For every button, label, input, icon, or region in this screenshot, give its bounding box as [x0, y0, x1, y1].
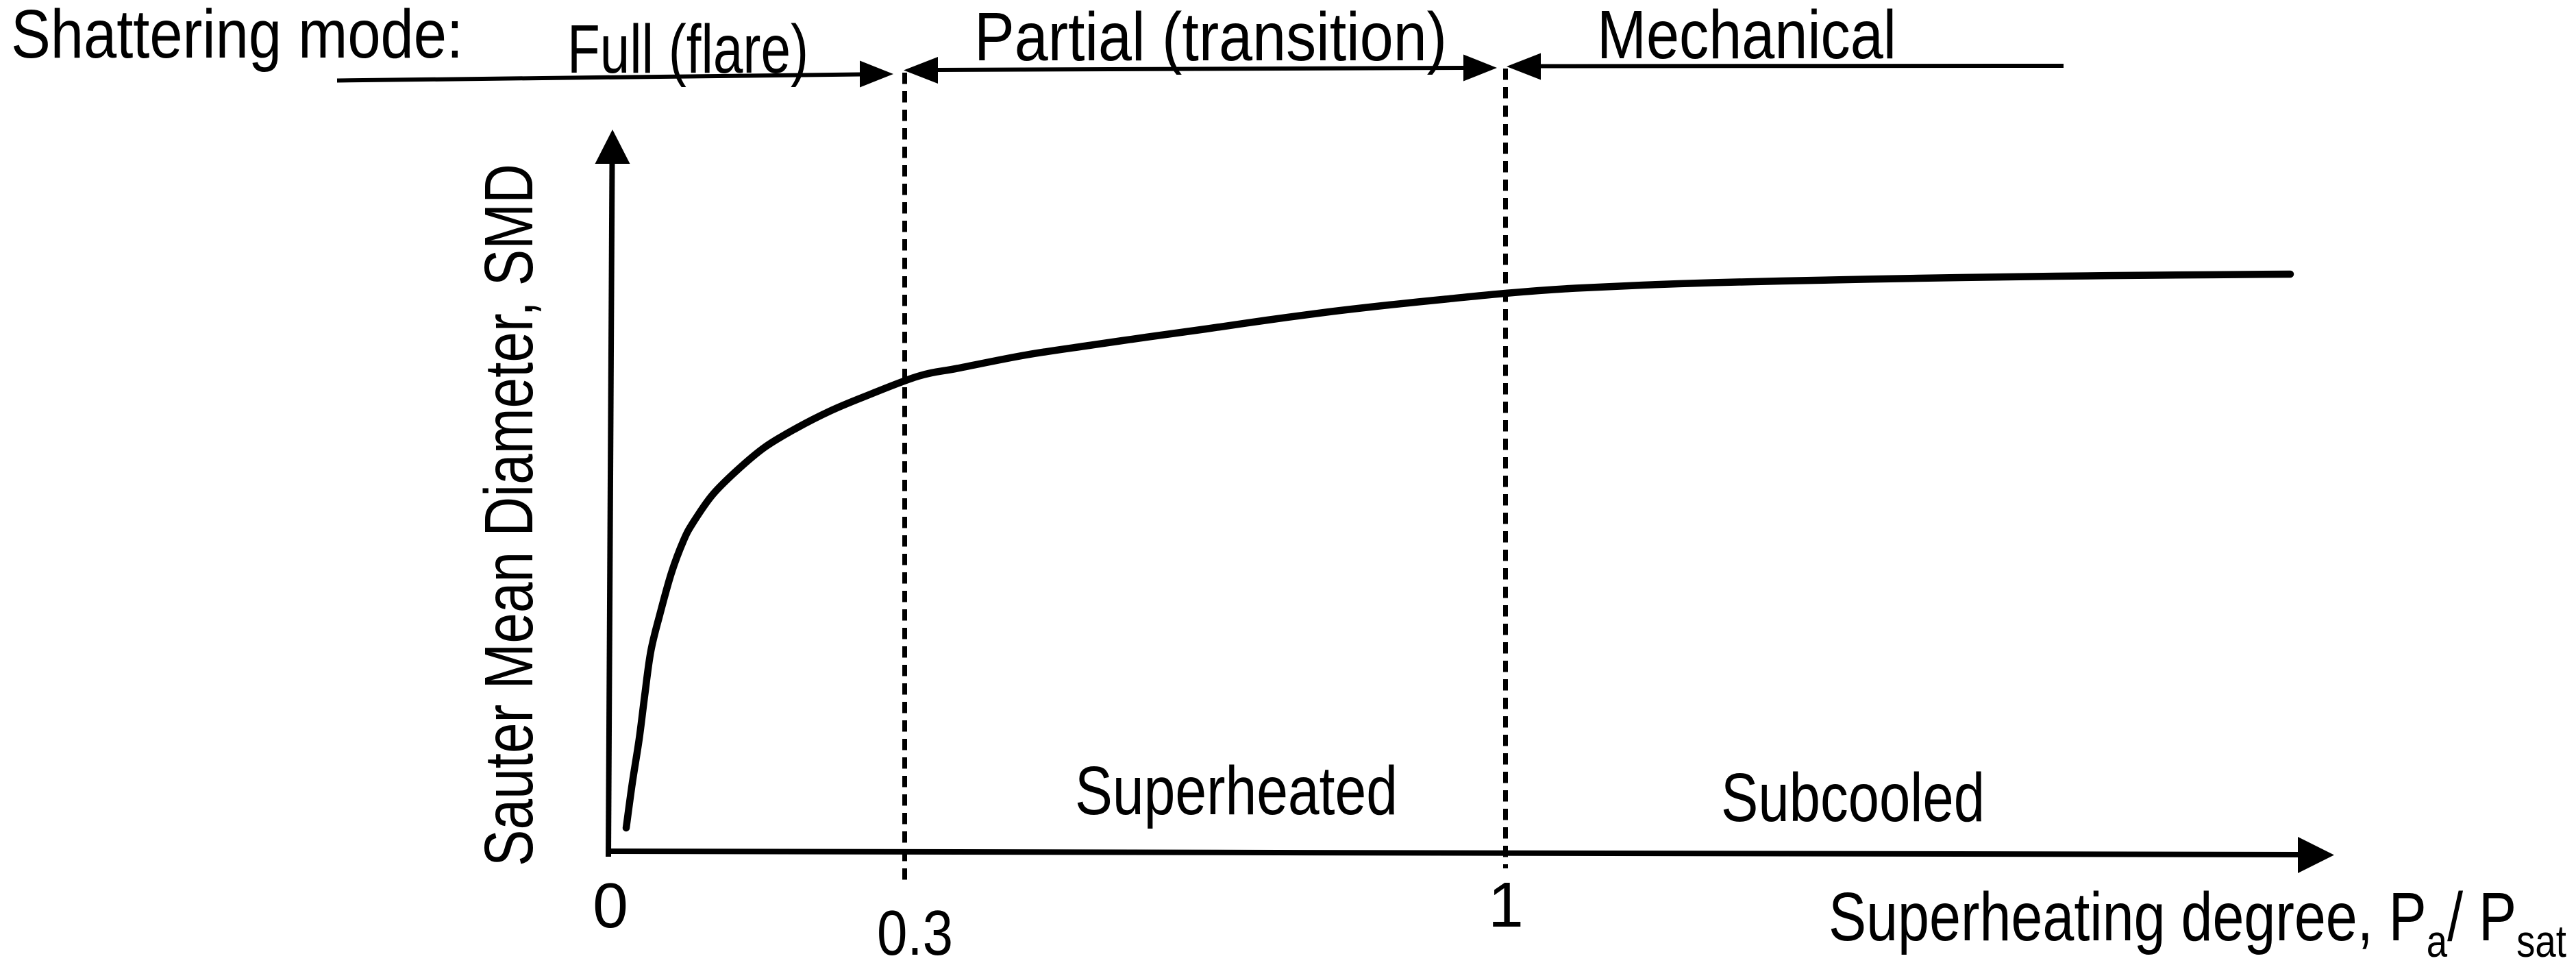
svg-text:Superheating degree, Pa/ Psat: Superheating degree, Pa/ Psat — [1829, 879, 2566, 965]
svg-text:0: 0 — [593, 870, 628, 941]
svg-text:Mechanical: Mechanical — [1597, 0, 1896, 73]
svg-text:Sauter Mean Diameter, SMD: Sauter Mean Diameter, SMD — [471, 164, 547, 866]
svg-text:Partial (transition): Partial (transition) — [974, 0, 1447, 75]
svg-text:Shattering mode:: Shattering mode: — [11, 0, 463, 73]
svg-text:1: 1 — [1488, 869, 1524, 940]
svg-text:Subcooled: Subcooled — [1721, 759, 1985, 836]
svg-text:0.3: 0.3 — [877, 897, 953, 965]
svg-text:Superheated: Superheated — [1075, 753, 1398, 829]
